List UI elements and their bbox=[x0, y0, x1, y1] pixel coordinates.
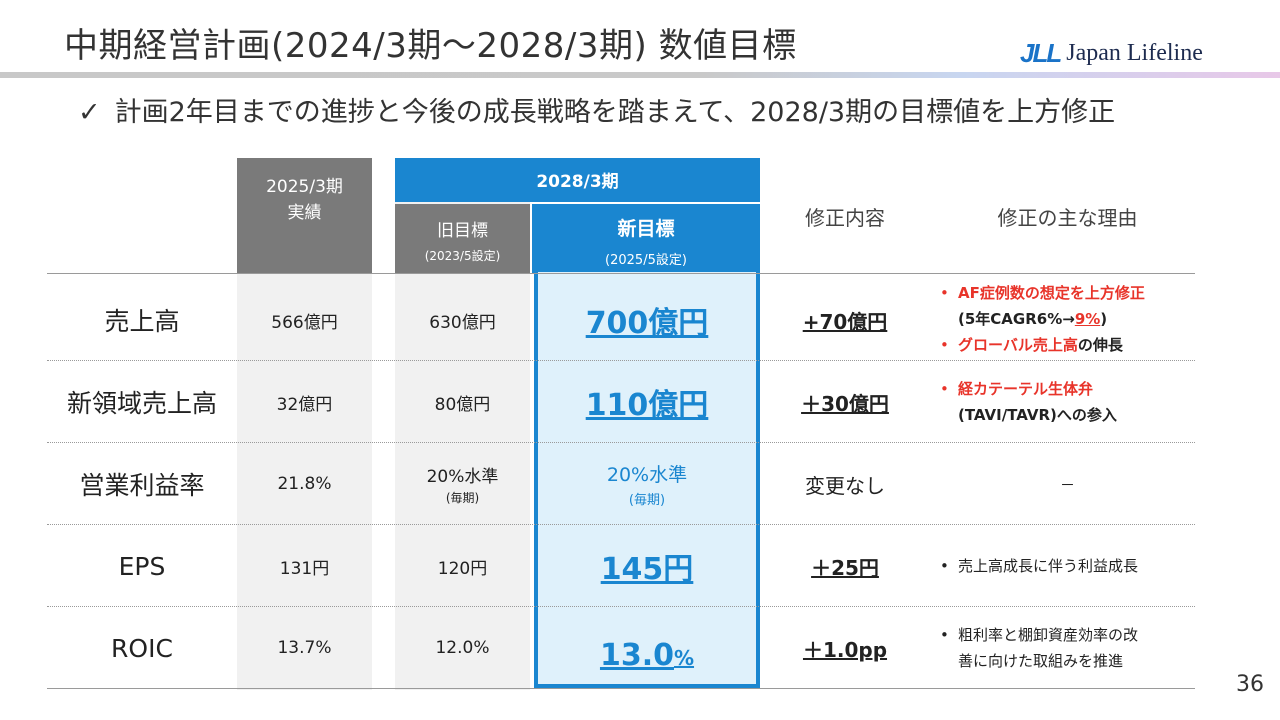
bullet: • bbox=[940, 557, 949, 575]
old-target-value: 80億円 bbox=[395, 362, 530, 442]
header-old-target-label: 旧目標 bbox=[437, 221, 488, 241]
subtitle-text: 計画2年目までの進捗と今後の成長戦略を踏まえて、2028/3期の目標値を上方修正 bbox=[114, 97, 1116, 128]
reason-text: － bbox=[1059, 475, 1075, 494]
bullet: • bbox=[940, 380, 949, 398]
actual-value: 566億円 bbox=[271, 312, 338, 333]
old-target-main: 20%水準 bbox=[426, 467, 499, 487]
reason-detail: ) bbox=[1100, 310, 1108, 328]
company-logo: JLL Japan Lifeline bbox=[1020, 38, 1203, 69]
old-target-note: (毎期) bbox=[445, 491, 480, 505]
new-target-unit: % bbox=[673, 646, 695, 670]
new-target-value: 110億円 bbox=[534, 362, 760, 442]
new-target-value: 700億円 bbox=[534, 280, 760, 360]
metric-label: 新領域売上高 bbox=[66, 389, 217, 418]
header-change: 修正内容 bbox=[805, 206, 885, 230]
header-2025-label: 実績 bbox=[287, 203, 322, 223]
header-2025-actual: 2025/3期 実績 bbox=[237, 158, 372, 274]
header-new-target-label: 新目標 bbox=[617, 218, 675, 240]
change-value: +70億円 bbox=[802, 309, 888, 334]
title-divider bbox=[0, 72, 1280, 78]
actual-value: 13.7% bbox=[277, 638, 332, 658]
header-new-target-date: (2025/5設定) bbox=[605, 253, 687, 268]
actual-value: 21.8% bbox=[277, 474, 332, 494]
new-target-main: 110億円 bbox=[585, 388, 709, 423]
change-value: ＋25円 bbox=[811, 555, 879, 580]
new-target-value: 145円 bbox=[534, 526, 760, 606]
header-old-target: 旧目標 (2023/5設定) bbox=[395, 204, 530, 274]
metric-label: EPS bbox=[118, 551, 166, 581]
change-value: ＋1.0pp bbox=[802, 637, 888, 662]
new-target-main: 13.0 bbox=[599, 638, 674, 673]
actual-value: 131円 bbox=[279, 558, 330, 579]
new-target-value: 20%水準 (毎期) bbox=[534, 444, 760, 524]
new-target-note: (毎期) bbox=[628, 493, 666, 508]
page-number: 36 bbox=[1236, 672, 1264, 697]
old-target-value: 120円 bbox=[395, 526, 530, 606]
reason-text: • 売上高成長に伴う利益成長 bbox=[940, 553, 1195, 579]
old-target-value: 12.0% bbox=[395, 608, 530, 688]
row-divider bbox=[47, 442, 1195, 443]
bullet: • bbox=[940, 336, 949, 354]
header-old-target-date: (2023/5設定) bbox=[424, 249, 501, 263]
reason-detail: (TAVI/TAVR)への参入 bbox=[958, 406, 1117, 424]
change-value: 変更なし bbox=[805, 473, 885, 498]
page-title: 中期経営計画(2024/3期～2028/3期) 数値目標 bbox=[64, 26, 797, 66]
new-target-main: 700億円 bbox=[585, 306, 709, 341]
old-target-value: 630億円 bbox=[395, 280, 530, 360]
header-2025-period: 2025/3期 bbox=[266, 177, 343, 197]
old-target-main: 630億円 bbox=[429, 312, 496, 333]
metric-label: 営業利益率 bbox=[79, 471, 205, 500]
logo-text: Japan Lifeline bbox=[1066, 40, 1203, 66]
reason-detail: の伸長 bbox=[1077, 336, 1123, 354]
reason-text: • AF症例数の想定を上方修正 (5年CAGR6%→9%) • グローバル売上高の伸… bbox=[940, 280, 1195, 358]
reason-detail: 善に向けた取組みを推進 bbox=[958, 652, 1124, 670]
change-value: ＋30億円 bbox=[801, 391, 889, 416]
metric-label: 売上高 bbox=[104, 307, 180, 336]
new-target-value: 13.0% bbox=[534, 608, 760, 688]
old-target-main: 120円 bbox=[437, 558, 488, 579]
row-divider bbox=[47, 360, 1195, 361]
reason-highlight: 経カテーテル生体弁 bbox=[958, 380, 1094, 398]
old-target-value: 20%水準 (毎期) bbox=[395, 444, 530, 524]
table-bottom-rule bbox=[47, 688, 1195, 689]
reason-detail: 粗利率と棚卸資産効率の改 bbox=[958, 626, 1139, 644]
old-target-main: 12.0% bbox=[435, 638, 490, 658]
header-reason: 修正の主な理由 bbox=[997, 206, 1138, 230]
check-icon: ✓ bbox=[78, 97, 101, 128]
new-target-main: 20%水準 bbox=[606, 464, 688, 486]
header-2028-period: 2028/3期 bbox=[395, 158, 760, 202]
bullet: • bbox=[940, 626, 949, 644]
reason-highlight: AF症例数の想定を上方修正 bbox=[958, 284, 1145, 302]
row-divider bbox=[47, 524, 1195, 525]
new-target-main: 145円 bbox=[600, 552, 694, 587]
new-target-column-bg bbox=[534, 272, 760, 688]
actual-value: 32億円 bbox=[276, 394, 333, 415]
table-header-rule bbox=[47, 273, 1195, 274]
reason-text: • 粗利率と棚卸資産効率の改 善に向けた取組みを推進 bbox=[940, 622, 1195, 674]
reason-highlight: グローバル売上高 bbox=[958, 336, 1078, 354]
old-target-main: 80億円 bbox=[434, 394, 491, 415]
subtitle: ✓ 計画2年目までの進捗と今後の成長戦略を踏まえて、2028/3期の目標値を上方修… bbox=[78, 90, 1115, 129]
row-divider bbox=[47, 606, 1195, 607]
reason-detail: (5年CAGR6%→ bbox=[958, 310, 1075, 328]
reason-detail: 売上高成長に伴う利益成長 bbox=[958, 557, 1139, 575]
metric-label: ROIC bbox=[111, 633, 173, 663]
logo-mark-icon: JLL bbox=[1020, 38, 1062, 68]
bullet: • bbox=[940, 284, 949, 302]
reason-highlight: 9% bbox=[1074, 310, 1101, 328]
reason-text: • 経カテーテル生体弁 (TAVI/TAVR)への参入 bbox=[940, 376, 1195, 428]
header-new-target: 新目標 (2025/5設定) bbox=[532, 204, 760, 274]
